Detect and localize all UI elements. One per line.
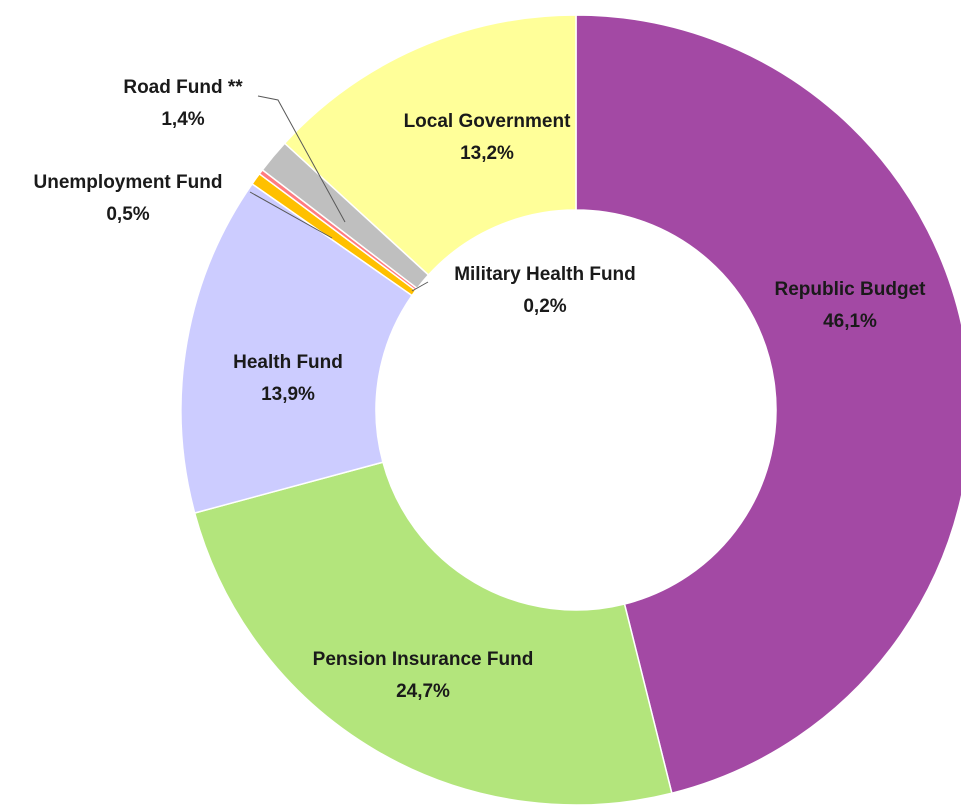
slice-value-label: 13,2% <box>460 143 514 164</box>
slices <box>180 14 961 805</box>
slice-value-label: 13,9% <box>261 384 315 405</box>
labels: Republic Budget 46,1% Pension Insurance Fu… <box>34 77 927 702</box>
slice-label: Local Government <box>404 111 571 132</box>
leader-line <box>249 191 333 239</box>
leader-line <box>257 95 346 223</box>
slice <box>180 182 414 514</box>
slice <box>193 461 673 805</box>
slice-value-label: 46,1% <box>823 311 877 332</box>
slice <box>283 14 577 276</box>
slice-label: Health Fund <box>233 352 343 373</box>
slice-label: Unemployment Fund <box>34 172 223 193</box>
slice-value-label: 0,2% <box>523 296 566 317</box>
slice-value-label: 24,7% <box>396 681 450 702</box>
slice-value-label: 0,5% <box>106 204 149 225</box>
slice-label: Republic Budget <box>775 279 927 300</box>
leader-line <box>411 281 429 292</box>
slice-label: Military Health Fund <box>454 264 636 285</box>
slice <box>575 14 961 795</box>
slice-value-label: 1,4% <box>161 109 204 130</box>
slice-label: Pension Insurance Fund <box>313 649 534 670</box>
slice-label: Road Fund ** <box>123 77 243 98</box>
